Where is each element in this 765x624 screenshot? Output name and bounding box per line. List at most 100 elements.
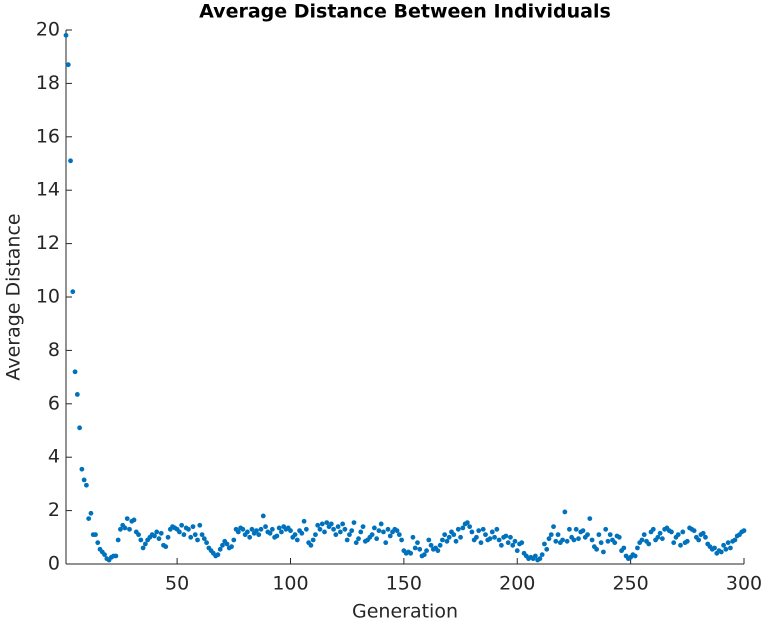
point (142, 541, 148, 547)
point (408, 550, 414, 556)
point (671, 540, 677, 546)
point (358, 529, 364, 535)
point (537, 556, 543, 562)
point (102, 552, 107, 558)
point (691, 528, 697, 534)
point (641, 532, 647, 538)
point (394, 528, 400, 534)
point (351, 520, 357, 526)
point (659, 536, 665, 542)
point (725, 540, 731, 546)
point (508, 534, 513, 540)
point (328, 521, 334, 527)
point (553, 538, 559, 544)
point (181, 532, 187, 538)
point (464, 520, 470, 526)
point (428, 542, 434, 548)
point (669, 529, 674, 535)
point (621, 545, 627, 551)
point (179, 522, 185, 528)
point (136, 532, 141, 538)
point (74, 392, 80, 397)
point (435, 548, 441, 554)
point (260, 513, 266, 519)
point (492, 534, 497, 540)
point (276, 525, 282, 531)
point (505, 540, 511, 546)
point (313, 532, 318, 538)
point (426, 537, 432, 543)
point (721, 542, 726, 548)
point (378, 521, 384, 527)
point (551, 524, 556, 530)
point (190, 524, 196, 530)
point (544, 546, 550, 552)
point (294, 537, 300, 543)
point (88, 510, 94, 516)
y-tick-label: 20 (36, 19, 60, 41)
point (564, 538, 570, 544)
point (700, 530, 706, 536)
point (476, 528, 482, 534)
point (154, 529, 160, 535)
point (324, 520, 330, 526)
point (231, 537, 237, 543)
point (165, 534, 171, 540)
point (376, 528, 382, 534)
point (487, 536, 493, 542)
point (650, 526, 656, 532)
point (489, 529, 495, 535)
point (220, 542, 225, 548)
point (118, 526, 123, 532)
point (72, 369, 78, 375)
x-tick-label: 50 (165, 573, 189, 595)
point (566, 526, 572, 532)
point (249, 526, 255, 532)
y-tick-label: 8 (48, 339, 60, 361)
point (723, 546, 729, 552)
point (655, 534, 661, 540)
point (263, 524, 268, 530)
point (480, 526, 486, 532)
point (635, 545, 640, 551)
point (331, 526, 336, 532)
point (675, 532, 681, 538)
point (727, 545, 733, 551)
point (646, 541, 652, 547)
point (657, 530, 663, 536)
point (140, 545, 146, 551)
point (269, 526, 275, 532)
point (195, 537, 200, 543)
point (494, 526, 500, 532)
point (571, 537, 577, 543)
point (510, 542, 516, 548)
x-tick-label: 300 (726, 573, 762, 595)
point (301, 518, 307, 524)
point (424, 548, 429, 554)
y-tick-label: 2 (48, 499, 60, 521)
point (387, 533, 393, 539)
point (498, 542, 504, 548)
point (84, 482, 89, 488)
point (442, 532, 448, 538)
point (585, 532, 590, 538)
point (632, 553, 638, 559)
point (247, 534, 253, 540)
point (478, 540, 484, 546)
point (639, 537, 645, 543)
point (680, 529, 686, 535)
point (532, 553, 538, 559)
point (70, 289, 76, 295)
point (229, 544, 234, 550)
point (410, 534, 416, 540)
point (158, 530, 164, 536)
point (292, 532, 298, 538)
point (598, 540, 604, 546)
point (224, 541, 230, 547)
point (514, 548, 520, 554)
point (65, 62, 71, 68)
point (594, 546, 600, 552)
point (204, 540, 209, 546)
point (741, 528, 747, 534)
point (616, 534, 622, 540)
